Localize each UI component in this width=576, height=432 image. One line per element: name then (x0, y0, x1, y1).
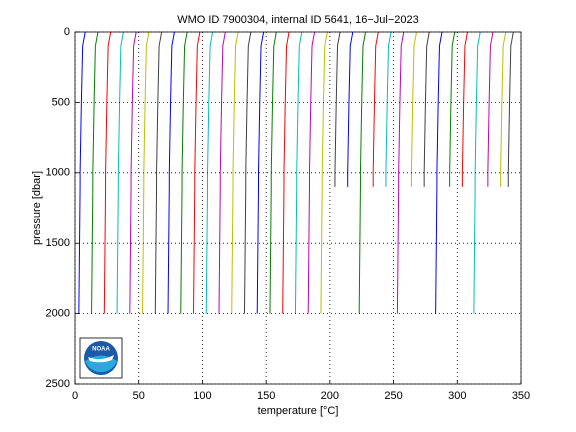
profile-line (307, 31, 316, 314)
y-tick-label: 500 (52, 96, 70, 108)
x-tick-label: 200 (321, 390, 339, 402)
x-tick-label: 50 (133, 390, 145, 402)
profile-line (256, 31, 265, 314)
profile-line (167, 31, 175, 314)
y-axis-label: pressure [dbar] (31, 171, 43, 245)
profile-line (410, 31, 418, 187)
x-tick-label: 150 (257, 390, 275, 402)
logo-gull (88, 355, 114, 363)
profile-line (269, 31, 277, 314)
profile-line (358, 31, 367, 314)
profile-line (294, 31, 303, 314)
chart-title: WMO ID 7900304, internal ID 5641, 16−Jul… (177, 14, 419, 26)
y-tick-label: 2000 (46, 308, 70, 320)
profile-line (91, 31, 99, 314)
x-tick-label: 100 (193, 390, 211, 402)
profile-line (78, 31, 86, 314)
profile-line (396, 31, 405, 314)
profile-line (423, 31, 430, 187)
x-axis-label: temperature [°C] (258, 405, 339, 417)
x-tick-label: 350 (512, 390, 530, 402)
profile-line (435, 31, 443, 314)
profile-line (205, 31, 214, 314)
profile-line (218, 31, 226, 314)
profile-line (231, 31, 239, 314)
y-tick-label: 2500 (46, 378, 70, 390)
profile-line (507, 31, 514, 187)
profile-line (372, 31, 379, 187)
axes-box (74, 31, 522, 385)
profile-line (142, 31, 150, 314)
profile-line (334, 31, 341, 187)
x-tick-label: 250 (384, 390, 402, 402)
y-tick-label: 0 (64, 26, 70, 38)
profile-line (116, 31, 124, 314)
profile-line (180, 31, 188, 314)
y-tick-label: 1000 (46, 167, 70, 179)
profile-line (500, 31, 507, 187)
plot-layer: 0 50 100 150 200 250 300 350 0 500 1000 1500 2000 250… (46, 26, 531, 402)
profile-line (473, 31, 481, 314)
logo-text: NOAA (92, 347, 110, 353)
profile-line (320, 31, 328, 314)
profile-line (487, 31, 494, 187)
profile-line (243, 31, 252, 314)
profile-line (193, 31, 201, 314)
y-tick-label: 1500 (46, 237, 70, 249)
profile-line (347, 31, 354, 187)
profile-line (449, 31, 456, 187)
x-tick-label: 300 (448, 390, 466, 402)
profile-line (154, 31, 163, 314)
profile-line (129, 31, 137, 314)
profile-line (282, 31, 290, 314)
profile-line (103, 31, 112, 314)
logo: NOAA (79, 337, 123, 379)
x-tick-label: 0 (72, 390, 78, 402)
